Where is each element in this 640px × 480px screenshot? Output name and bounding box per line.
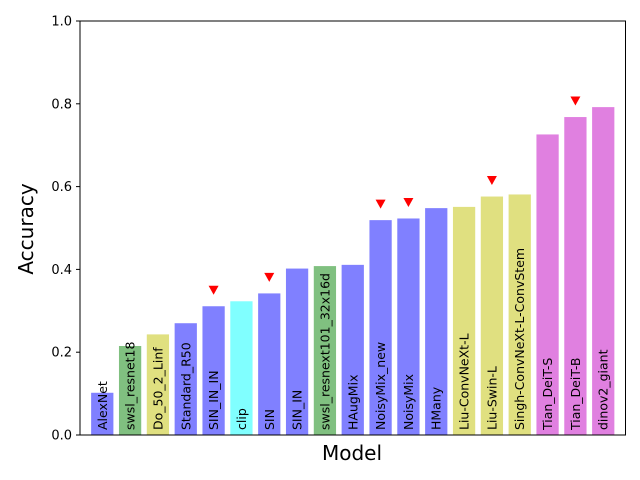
bar-clip xyxy=(230,301,253,435)
y-tick-label: 0.6 xyxy=(51,180,72,195)
bar-SIN xyxy=(258,293,281,435)
bar-label-SIN_IN: SIN_IN xyxy=(290,390,305,430)
bar-NoisyMix xyxy=(397,218,420,435)
bar-label-Tian_DeiT-S: Tian_DeiT-S xyxy=(540,358,555,431)
bar-label-AlexNet: AlexNet xyxy=(95,381,110,430)
bar-label-SIN_IN_IN: SIN_IN_IN xyxy=(206,370,221,430)
y-axis-title: Accuracy xyxy=(14,183,38,274)
bar-AlexNet xyxy=(91,392,114,435)
y-tick-label: 1.0 xyxy=(51,15,72,30)
y-tick-label: 0.0 xyxy=(51,429,72,444)
marker-triangle-SIN_IN_IN xyxy=(208,285,219,295)
bar-SIN_IN xyxy=(285,268,309,435)
y-tick-label: 0.4 xyxy=(51,263,72,278)
bar-label-Liu-Swin-L: Liu-Swin-L xyxy=(484,366,499,430)
bar-HMany xyxy=(425,208,448,435)
marker-triangle-Liu-Swin-L xyxy=(486,176,497,186)
bar-label-HMany: HMany xyxy=(429,386,444,430)
bar-NoisyMix_new xyxy=(369,220,392,435)
markers-group xyxy=(208,96,581,295)
bar-label-Do_50_2_Linf: Do_50_2_Linf xyxy=(150,347,165,430)
marker-triangle-NoisyMix_new xyxy=(375,199,386,209)
bar-label-Standard_R50: Standard_R50 xyxy=(178,342,193,430)
bar-Liu-Swin-L xyxy=(480,196,504,435)
bar-label-swsl_resnet18: swsl_resnet18 xyxy=(123,341,138,430)
bar-label-dinov2_giant: dinov2_giant xyxy=(596,349,611,430)
marker-triangle-Tian_DeiT-B xyxy=(570,96,581,106)
bar-label-SIN: SIN xyxy=(262,409,277,430)
bars-group xyxy=(91,107,615,435)
bar-label-Liu-ConvNeXt-L: Liu-ConvNeXt-L xyxy=(457,333,472,430)
marker-triangle-SIN xyxy=(264,272,275,282)
bar-labels-group: AlexNet swsl_resnet18 Do_50_2_Linf Standard… xyxy=(95,248,611,431)
bar-HAugMix xyxy=(341,264,364,435)
bar-label-Tian_DeiT-B: Tian_DeiT-B xyxy=(568,358,583,431)
bar-dinov2_giant xyxy=(592,107,615,435)
marker-triangle-NoisyMix xyxy=(403,197,414,207)
bar-swsl_resnet18 xyxy=(118,345,142,435)
bar-label-NoisyMix: NoisyMix xyxy=(401,374,416,430)
bar-SIN_IN_IN xyxy=(202,306,225,435)
y-tick-label: 0.2 xyxy=(51,346,72,361)
bar-label-Singh-ConvNeXt-L-ConvStem: Singh-ConvNeXt-L-ConvStem xyxy=(512,248,527,430)
y-axis: 0.0 0.2 0.4 0.6 0.8 1.0 xyxy=(51,15,80,444)
bar-swsl_resnext101_32x16d xyxy=(313,266,337,435)
bar-label-HAugMix: HAugMix xyxy=(345,375,360,430)
bar-Do_50_2_Linf xyxy=(146,334,170,435)
bar-Tian_DeiT-B xyxy=(564,117,587,435)
bar-label-clip: clip xyxy=(234,408,249,430)
x-axis-title: Model xyxy=(322,441,382,465)
bar-Singh-ConvNeXt-L-ConvStem xyxy=(508,194,531,435)
plot-frame xyxy=(79,20,626,436)
y-tick-label: 0.8 xyxy=(51,97,72,112)
bar-label-NoisyMix_new: NoisyMix_new xyxy=(373,342,388,430)
bar-Tian_DeiT-S xyxy=(536,134,559,435)
bar-Standard_R50 xyxy=(174,323,197,435)
bar-Liu-ConvNeXt-L xyxy=(452,206,476,435)
bar-label-swsl_resnext101_32x16d: swsl_resnext101_32x16d xyxy=(317,273,332,430)
